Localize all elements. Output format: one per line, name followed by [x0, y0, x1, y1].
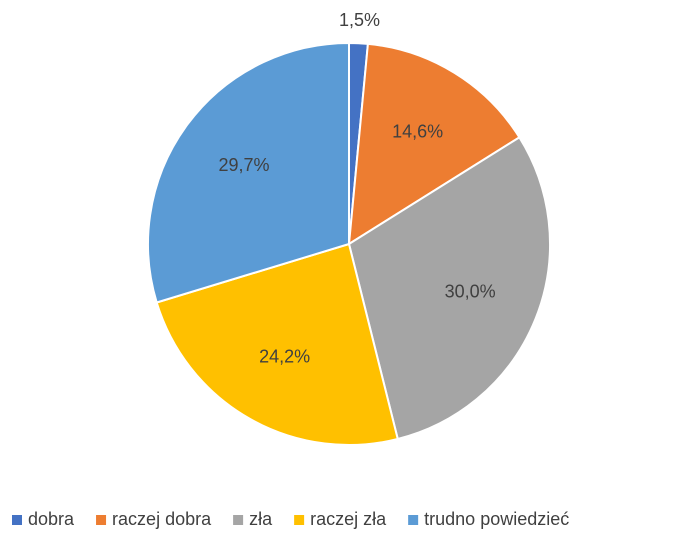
- data-label: 24,2%: [259, 346, 310, 366]
- data-label: 30,0%: [445, 282, 496, 302]
- pie-slice: [347, 135, 551, 441]
- legend-swatch: [408, 515, 419, 525]
- data-label: 29,7%: [219, 155, 270, 175]
- data-label: 1,5%: [339, 10, 380, 30]
- legend-swatch: [294, 515, 305, 525]
- legend-label: raczej zła: [310, 509, 387, 529]
- legend-swatch: [96, 515, 107, 525]
- pie-slice: [347, 42, 521, 246]
- legend-label: trudno powiedzieć: [424, 509, 569, 529]
- pie-slice: [155, 242, 399, 446]
- pie-slice: [147, 41, 350, 304]
- data-label: 14,6%: [392, 122, 443, 142]
- legend-label: dobra: [28, 509, 75, 529]
- legend-swatch: [233, 515, 244, 525]
- legend-swatch: [12, 515, 22, 525]
- legend-label: raczej dobra: [112, 509, 212, 529]
- legend-label: zła: [249, 509, 273, 529]
